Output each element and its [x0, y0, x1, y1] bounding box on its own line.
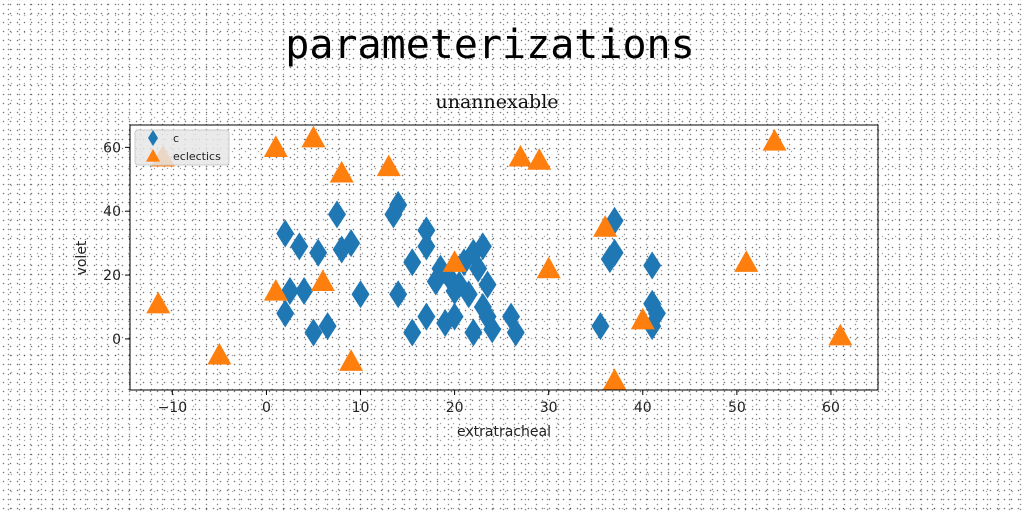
data-point-c-39: [591, 312, 610, 341]
legend-label-eclectics: eclectics: [173, 150, 221, 163]
data-point-eclectics-6: [310, 269, 335, 292]
data-point-c-34: [478, 270, 497, 299]
legend-label-c: c: [173, 132, 179, 145]
data-point-eclectics-3: [263, 135, 288, 157]
x-tick-label: 50: [728, 400, 746, 416]
legend-marker-eclectics: [146, 149, 160, 162]
plot-marks: [146, 125, 853, 391]
data-point-c-31: [469, 254, 488, 283]
y-tick-label: 40: [103, 204, 121, 220]
data-point-eclectics-16: [630, 307, 655, 330]
data-point-c-11: [351, 280, 370, 309]
data-point-c-8: [276, 299, 295, 328]
x-tick-label: 10: [352, 400, 370, 416]
data-point-eclectics-11: [508, 144, 533, 167]
data-point-c-2: [309, 238, 328, 267]
data-point-eclectics-5: [301, 125, 326, 148]
data-point-c-13: [389, 190, 408, 219]
data-point-c-24: [445, 302, 464, 331]
legend-marker-c: [148, 130, 158, 146]
data-point-eclectics-1: [146, 291, 171, 314]
legend: c eclectics: [134, 129, 230, 166]
data-point-c-5: [342, 229, 361, 258]
data-point-eclectics-7: [329, 160, 354, 183]
y-tick-label: 20: [103, 268, 121, 284]
x-axis-ticks: −10 0 10 20 30 40 50 60: [158, 390, 840, 416]
data-point-c-18: [417, 232, 436, 261]
data-point-c-17: [417, 216, 436, 245]
chart-subtitle: unannexable: [435, 91, 558, 113]
data-point-c-28: [459, 280, 478, 309]
data-point-eclectics-4: [263, 279, 288, 301]
y-tick-label: 0: [112, 332, 121, 348]
data-point-c-19: [417, 302, 436, 331]
y-axis-label: volet: [74, 240, 90, 275]
data-point-c-30: [464, 318, 483, 347]
data-point-c-3: [327, 200, 346, 229]
data-point-c-1: [290, 232, 309, 261]
data-point-c-43: [643, 251, 662, 280]
figure-title: parameterizations: [285, 22, 695, 68]
data-point-eclectics-15: [602, 368, 627, 391]
plot-frame: [129, 124, 879, 391]
data-point-c-0: [276, 219, 295, 248]
data-point-c-38: [506, 318, 525, 347]
data-point-eclectics-2: [207, 342, 232, 365]
data-point-c-32: [473, 232, 492, 261]
data-point-c-14: [389, 280, 408, 309]
data-point-c-10: [318, 312, 337, 341]
x-tick-label: 40: [634, 400, 652, 416]
data-point-eclectics-18: [762, 128, 787, 151]
data-point-c-9: [304, 318, 323, 347]
data-point-eclectics-8: [339, 349, 364, 371]
data-point-eclectics-17: [734, 250, 759, 272]
data-point-c-46: [647, 299, 666, 328]
y-axis-ticks: 0 20 40 60: [103, 140, 130, 348]
x-tick-label: 20: [446, 400, 464, 416]
data-point-eclectics-12: [527, 148, 552, 170]
y-tick-label: 60: [103, 140, 121, 156]
data-point-c-36: [483, 315, 502, 344]
data-point-c-7: [295, 277, 314, 306]
data-point-c-15: [403, 248, 422, 277]
x-tick-label: −10: [158, 400, 188, 416]
data-point-eclectics-10: [442, 250, 467, 272]
data-point-eclectics-14: [593, 215, 618, 237]
legend-box: [134, 129, 230, 166]
x-axis-label: extratracheal: [457, 424, 551, 440]
data-point-c-42: [605, 238, 624, 267]
data-point-eclectics-9: [376, 154, 401, 177]
x-tick-label: 60: [822, 400, 840, 416]
x-tick-label: 0: [262, 400, 271, 416]
data-point-eclectics-19: [828, 323, 853, 346]
x-tick-label: 30: [540, 400, 558, 416]
data-point-c-16: [403, 318, 422, 347]
data-point-eclectics-13: [536, 256, 561, 279]
